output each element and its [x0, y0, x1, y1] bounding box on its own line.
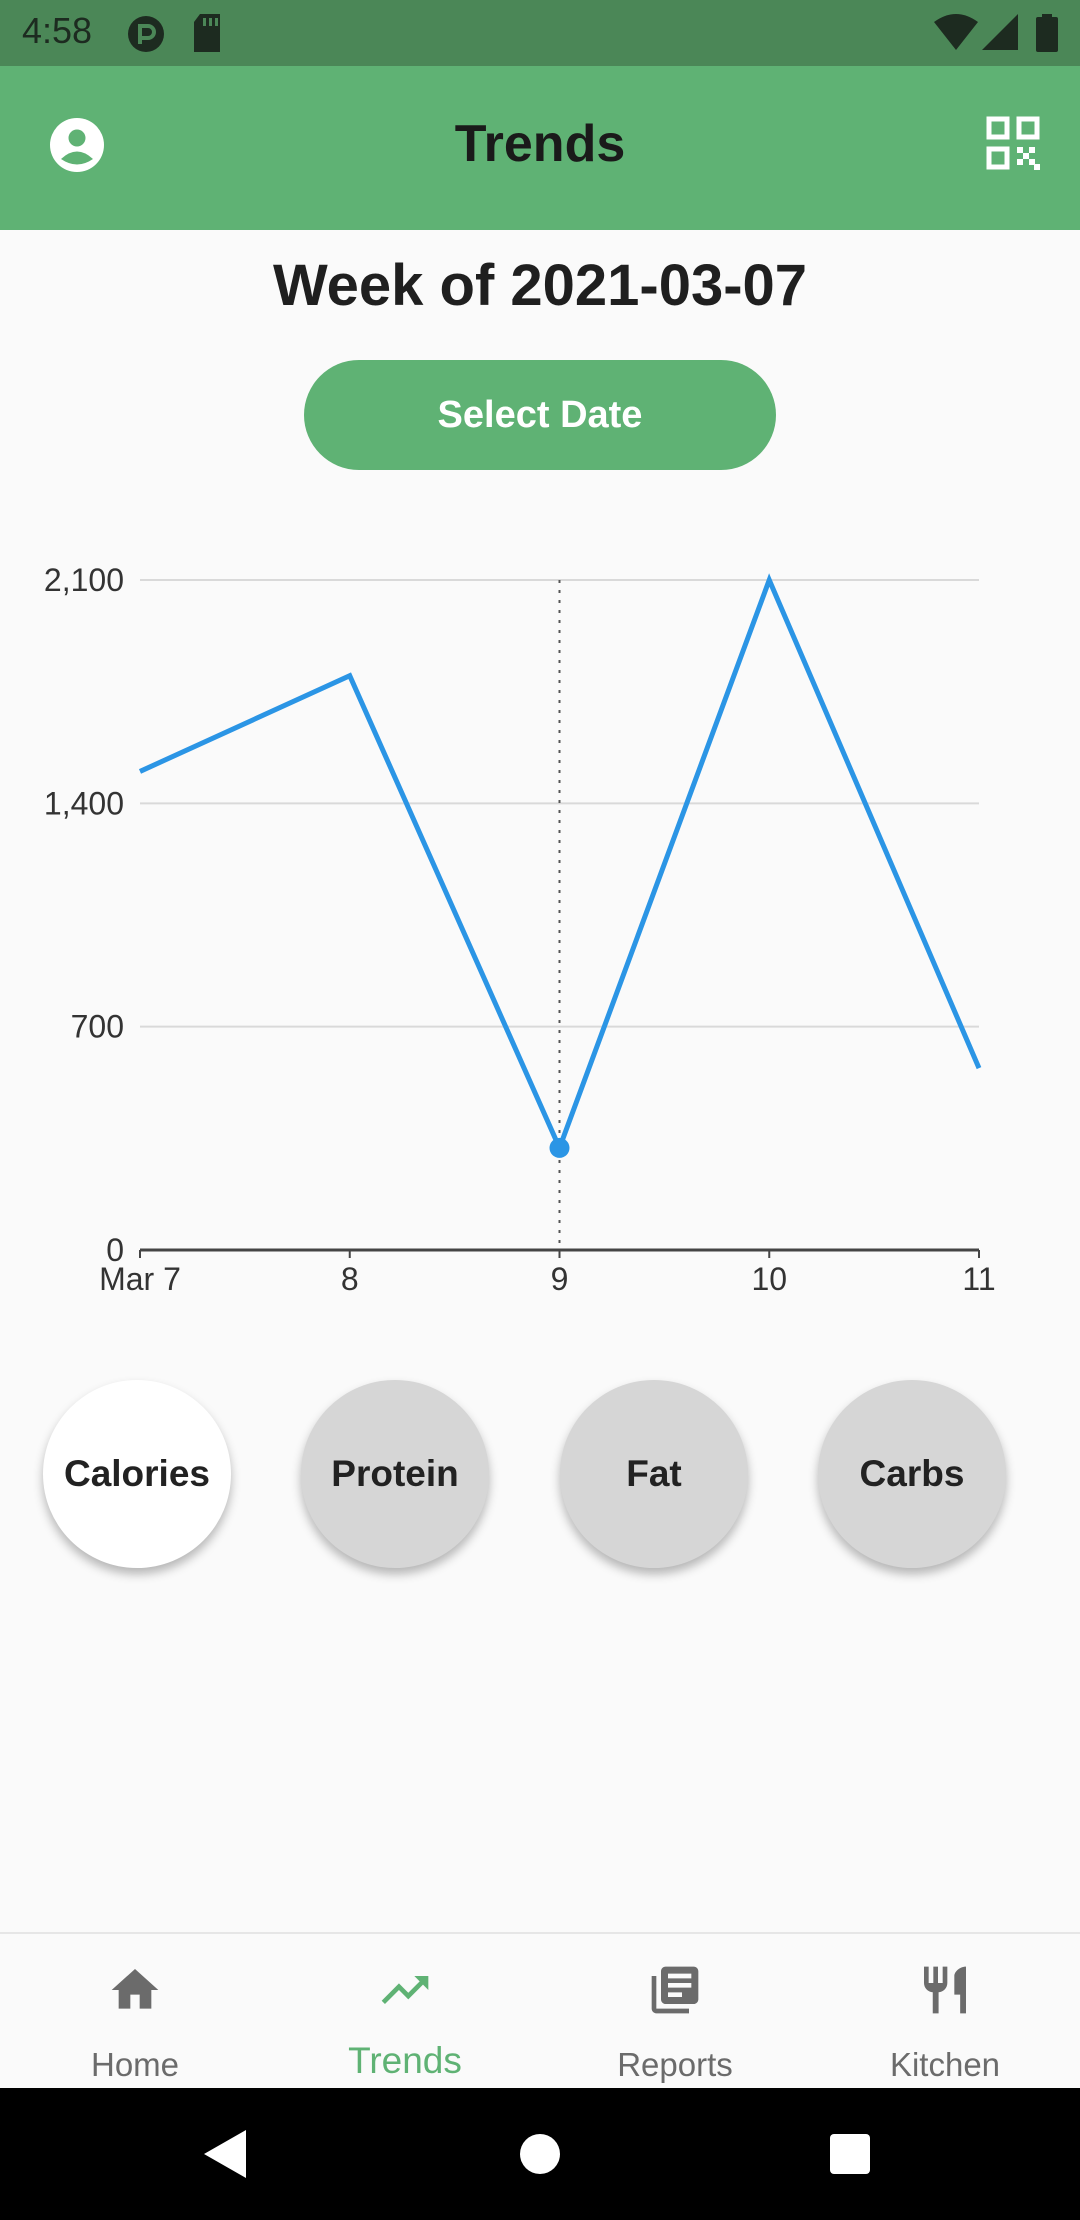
- app-bar: Trends: [0, 66, 1080, 230]
- metric-calories-button[interactable]: Calories: [43, 1380, 231, 1568]
- cell-signal-icon: [982, 14, 1018, 50]
- restaurant-icon: [924, 1966, 966, 2014]
- x-tick-label: 9: [551, 1261, 569, 1297]
- nav-kitchen-label: Kitchen: [889, 2046, 1001, 2083]
- nav-trends[interactable]: Trends: [270, 1934, 540, 2090]
- y-tick-label: 700: [71, 1009, 124, 1045]
- back-icon[interactable]: [200, 2128, 252, 2180]
- y-tick-label: 0: [106, 1232, 124, 1268]
- y-tick-label: 1,400: [44, 785, 124, 821]
- qr-code-icon[interactable]: [986, 116, 1040, 170]
- wifi-icon: [934, 14, 978, 50]
- system-navigation-bar: [0, 2088, 1080, 2220]
- nav-reports[interactable]: Reports: [540, 1934, 810, 2090]
- nav-home-label: Home: [90, 2046, 180, 2083]
- trending-up-icon: [381, 1976, 429, 2004]
- status-bar: 4:58: [0, 0, 1080, 66]
- week-label: Week of 2021-03-07: [272, 253, 808, 318]
- y-tick-label: 2,100: [44, 562, 124, 598]
- account-icon[interactable]: [48, 116, 106, 174]
- x-tick-label: 8: [341, 1261, 359, 1297]
- library-books-icon: [651, 1966, 699, 2014]
- calories-line-chart[interactable]: 0 700 1,400 2,100 Mar 7 8 9 10 11: [0, 540, 1080, 1310]
- x-tick-label: 11: [962, 1261, 995, 1297]
- home-circle-icon[interactable]: [518, 2132, 562, 2176]
- sd-card-icon: [194, 14, 220, 52]
- status-time: 4:58: [22, 10, 93, 51]
- highlighted-point: [549, 1137, 570, 1158]
- select-date-button[interactable]: Select Date: [304, 360, 776, 470]
- bottom-navigation: Home Trends Reports Kitchen: [0, 1932, 1080, 2090]
- metric-fat-button[interactable]: Fat: [560, 1380, 748, 1568]
- home-icon: [111, 1969, 159, 2009]
- metric-protein-button[interactable]: Protein: [301, 1380, 489, 1568]
- page-title: Trends: [454, 115, 626, 173]
- x-tick-label: Mar 7: [99, 1261, 181, 1297]
- nav-home[interactable]: Home: [0, 1934, 270, 2090]
- nav-trends-label: Trends: [348, 2040, 462, 2081]
- nav-kitchen[interactable]: Kitchen: [810, 1934, 1080, 2090]
- x-tick-label: 10: [751, 1261, 787, 1297]
- nav-reports-label: Reports: [617, 2046, 733, 2083]
- recents-icon[interactable]: [828, 2132, 872, 2176]
- battery-icon: [1036, 14, 1058, 52]
- metric-carbs-button[interactable]: Carbs: [818, 1380, 1006, 1568]
- app-notification-icon: [128, 16, 164, 52]
